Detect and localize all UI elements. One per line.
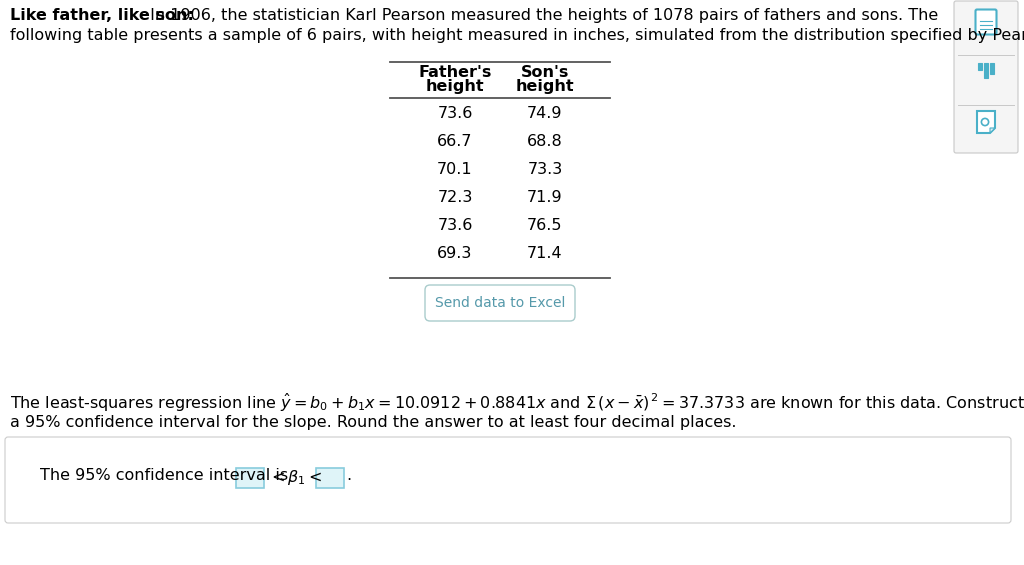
- Text: 73.6: 73.6: [437, 218, 473, 233]
- Polygon shape: [990, 128, 995, 133]
- Text: 72.3: 72.3: [437, 190, 473, 205]
- FancyBboxPatch shape: [976, 10, 996, 34]
- Text: Son's: Son's: [521, 65, 569, 80]
- Text: 73.3: 73.3: [527, 162, 562, 177]
- Text: In 1906, the statistician Karl Pearson measured the heights of 1078 pairs of fat: In 1906, the statistician Karl Pearson m…: [145, 8, 938, 23]
- Bar: [984, 63, 988, 78]
- Text: following table presents a sample of 6 pairs, with height measured in inches, si: following table presents a sample of 6 p…: [10, 28, 1024, 43]
- Text: 66.7: 66.7: [437, 134, 473, 149]
- Bar: [978, 63, 982, 69]
- Text: 70.1: 70.1: [437, 162, 473, 177]
- Text: 71.4: 71.4: [527, 246, 563, 261]
- Text: .: .: [346, 468, 351, 483]
- Text: 73.6: 73.6: [437, 106, 473, 121]
- Text: 68.8: 68.8: [527, 134, 563, 149]
- FancyBboxPatch shape: [236, 468, 264, 488]
- FancyBboxPatch shape: [425, 285, 575, 321]
- Text: Like father, like son:: Like father, like son:: [10, 8, 194, 23]
- Text: 76.5: 76.5: [527, 218, 563, 233]
- FancyBboxPatch shape: [5, 437, 1011, 523]
- Circle shape: [981, 119, 988, 125]
- Text: The 95% confidence interval is: The 95% confidence interval is: [40, 468, 288, 483]
- Text: a 95% confidence interval for the slope. Round the answer to at least four decim: a 95% confidence interval for the slope.…: [10, 415, 736, 430]
- Text: The least-squares regression line $\hat{y}=b_0+b_1x=10.0912+0.8841x$ and $\Sigma: The least-squares regression line $\hat{…: [10, 392, 1024, 414]
- Polygon shape: [977, 111, 995, 133]
- Bar: [990, 63, 994, 73]
- FancyBboxPatch shape: [954, 1, 1018, 153]
- Text: 69.3: 69.3: [437, 246, 473, 261]
- Text: $< \beta_1 <$: $< \beta_1 <$: [268, 468, 323, 487]
- Text: 74.9: 74.9: [527, 106, 563, 121]
- Text: height: height: [426, 79, 484, 94]
- Text: Father's: Father's: [419, 65, 492, 80]
- Text: Send data to Excel: Send data to Excel: [435, 296, 565, 310]
- Text: height: height: [516, 79, 574, 94]
- Text: 71.9: 71.9: [527, 190, 563, 205]
- FancyBboxPatch shape: [316, 468, 344, 488]
